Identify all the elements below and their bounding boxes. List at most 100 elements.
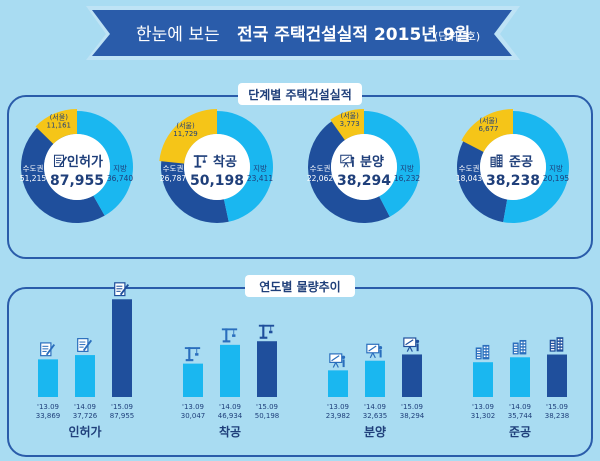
seoul-label: (서울) <box>479 116 498 125</box>
bar <box>112 299 132 397</box>
donut-hole <box>44 134 110 200</box>
crane-icon <box>193 155 208 168</box>
bar-value-label: 87,955 <box>110 412 135 420</box>
bar-category: '14.09 <box>219 403 241 411</box>
bar-value-label: 38,294 <box>400 412 425 420</box>
bar-category: '15.09 <box>546 403 568 411</box>
bar-category: '14.09 <box>74 403 96 411</box>
bar-category: '14.09 <box>364 403 386 411</box>
bar-value-label: 30,047 <box>181 412 206 420</box>
bar-value-label: 31,302 <box>471 412 496 420</box>
seoul-value: 11,729 <box>173 130 198 138</box>
presentation-board-icon <box>366 343 383 359</box>
stage-name: 인허가 <box>67 154 103 170</box>
bar <box>402 354 422 397</box>
capital-region-slice <box>308 111 390 223</box>
bar-category: '13.09 <box>327 403 349 411</box>
provinces-label: 지방 <box>549 163 563 173</box>
provinces-slice <box>364 111 421 217</box>
seoul-slice <box>159 109 217 164</box>
crane-icon <box>258 324 275 339</box>
seoul-slice <box>330 109 364 141</box>
capital-value: 26,787 <box>160 174 186 183</box>
stage-name: 분양 <box>360 155 384 170</box>
bar <box>510 357 530 397</box>
presentation-board-icon <box>329 353 346 368</box>
section1-title: 단계별 주택건설실적 <box>248 87 352 102</box>
permit-document-icon <box>77 338 93 352</box>
bar <box>365 360 385 397</box>
provinces-slice <box>77 111 134 216</box>
section2-title: 연도별 물량추이 <box>259 279 340 294</box>
completed-building-icon <box>475 344 490 360</box>
bar-category: '13.09 <box>472 403 494 411</box>
seoul-value: 11,161 <box>47 122 72 130</box>
donut-hole <box>331 134 397 200</box>
bar-value-label: 33,869 <box>36 412 61 420</box>
stage-total: 50,198 <box>190 173 244 189</box>
provinces-label: 지방 <box>400 163 414 173</box>
permit-document-icon <box>53 154 68 168</box>
capital-value: 22,062 <box>307 174 333 183</box>
completed-building-icon <box>549 337 564 352</box>
header-title: 전국 주택건설실적 2015년 9월 <box>237 25 470 45</box>
header-unit: (단위: 호) <box>434 30 480 43</box>
capital-value: 51,215 <box>20 174 46 183</box>
bar <box>75 355 95 397</box>
stage-total: 38,294 <box>337 173 391 189</box>
bar <box>473 362 493 397</box>
permit-document-icon <box>40 342 56 357</box>
seoul-slice <box>461 109 513 152</box>
section-yearly-trend: 연도별 물량추이 '13.0933,869'14.0937,726'15.098… <box>7 275 593 457</box>
bar-category: '15.09 <box>401 403 423 411</box>
bar-group-name: 준공 <box>509 425 531 439</box>
capital-value: 18,043 <box>456 174 482 183</box>
bar-group-name: 착공 <box>219 424 241 439</box>
capital-label: 수도권 <box>163 164 184 173</box>
seoul-label: (서울) <box>50 113 69 122</box>
bar <box>328 370 348 397</box>
provinces-label: 지방 <box>113 163 127 173</box>
capital-label: 수도권 <box>310 164 331 173</box>
permit-document-icon <box>114 282 130 297</box>
bar-category: '13.09 <box>37 403 59 411</box>
stage-total: 87,955 <box>50 173 104 189</box>
bar-value-label: 23,982 <box>326 412 351 420</box>
crane-icon <box>221 328 238 343</box>
stage-name: 준공 <box>509 155 533 170</box>
bar-value-label: 35,744 <box>508 412 533 420</box>
crane-icon <box>184 347 201 362</box>
donut-hole <box>184 134 250 200</box>
provinces-value: 20,195 <box>543 174 569 183</box>
bar-group-name: 분양 <box>364 424 386 439</box>
capital-region-slice <box>21 111 105 223</box>
provinces-value: 36,740 <box>107 174 133 183</box>
bar-category: '14.09 <box>509 403 531 411</box>
provinces-label: 지방 <box>253 163 267 173</box>
bar <box>220 344 240 397</box>
bar-category: '15.09 <box>111 403 133 411</box>
bar <box>547 354 567 397</box>
provinces-slice <box>217 111 274 222</box>
bar-value-label: 50,198 <box>255 412 280 420</box>
provinces-value: 23,411 <box>247 174 273 183</box>
provinces-value: 16,232 <box>394 174 420 183</box>
bar-category: '15.09 <box>256 403 278 411</box>
bar <box>183 363 203 397</box>
stage-name: 착공 <box>213 154 237 170</box>
bar-group-name: 인허가 <box>68 424 101 439</box>
presentation-board-icon <box>403 337 420 352</box>
bar-value-label: 37,726 <box>73 412 98 420</box>
seoul-label: (서울) <box>341 111 360 120</box>
stage-total: 38,238 <box>486 173 540 189</box>
seoul-slice <box>35 109 77 144</box>
bar-value-label: 32,635 <box>363 412 388 420</box>
